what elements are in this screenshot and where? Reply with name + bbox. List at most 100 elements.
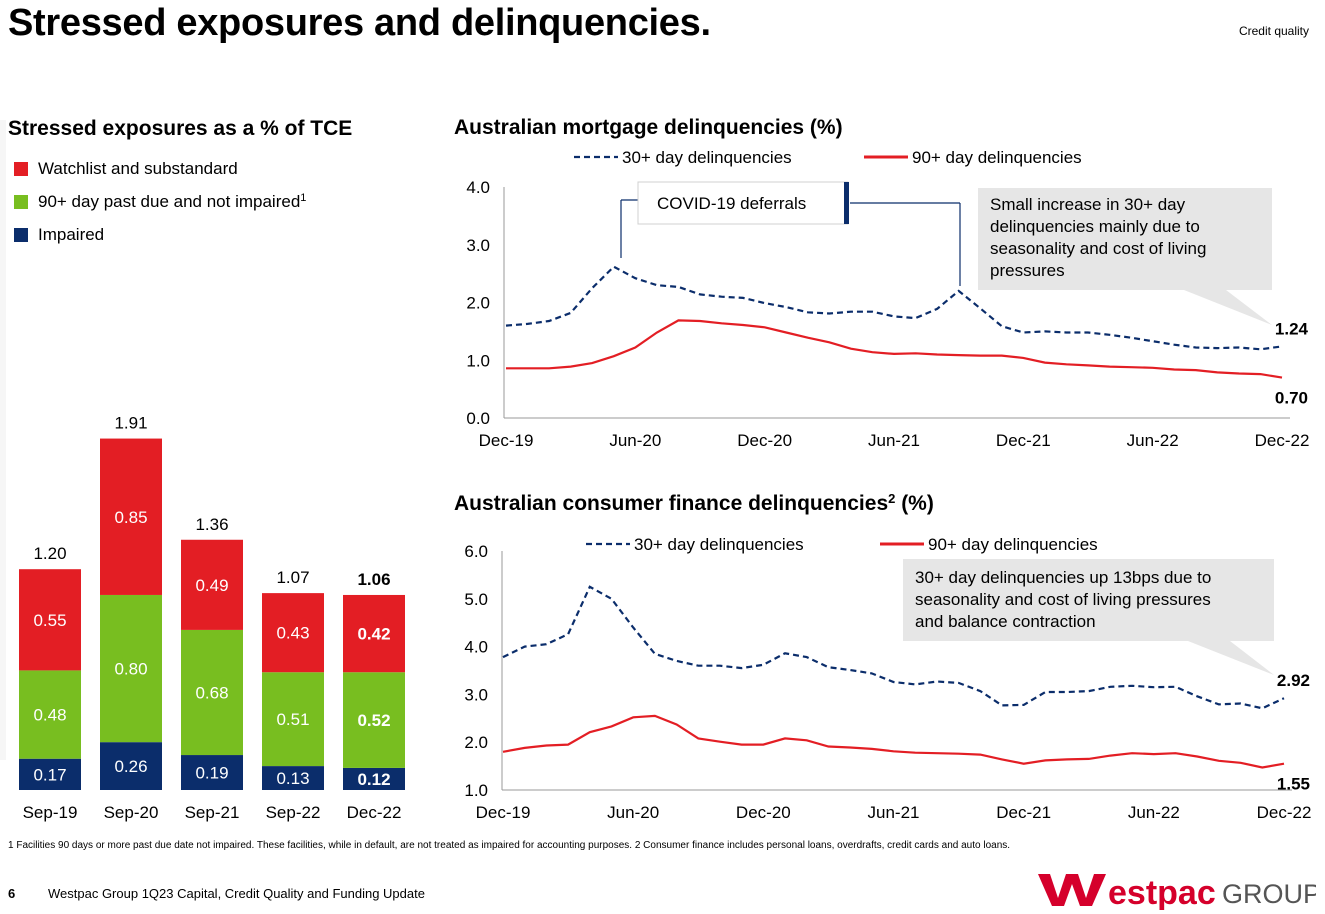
mortgage-delinquencies-chart: Australian mortgage delinquencies (%) 30… — [454, 116, 1310, 450]
x-tick-label: Dec-21 — [996, 803, 1051, 822]
end-value-label: 2.92 — [1277, 671, 1310, 690]
callout-text: seasonality and cost of living pressures — [915, 590, 1211, 609]
callout-box — [978, 188, 1272, 325]
bar-segment — [343, 594, 405, 673]
legend-swatch — [14, 228, 28, 242]
page-title: Stressed exposures and delinquencies. — [8, 2, 711, 44]
callout-text: seasonality and cost of living — [990, 239, 1206, 258]
bar-value-label: 0.51 — [276, 710, 309, 729]
bar-value-label: 0.42 — [357, 625, 390, 644]
section-label: Credit quality — [1238, 24, 1309, 38]
x-tick-label: Jun-22 — [1127, 431, 1179, 450]
y-tick-label: 2.0 — [464, 733, 488, 752]
series-line — [505, 265, 1283, 351]
bar-segment — [343, 767, 405, 790]
series-line — [502, 585, 1285, 710]
bar-value-label: 0.17 — [33, 765, 66, 784]
x-tick-label: Sep-19 — [23, 803, 78, 822]
end-value-label: 1.24 — [1275, 319, 1309, 338]
y-tick-label: 3.0 — [466, 236, 490, 255]
annotation-box — [637, 181, 849, 225]
x-tick-label: Sep-20 — [104, 803, 159, 822]
bar-value-label: 0.52 — [357, 711, 390, 730]
bar-value-label: 0.49 — [195, 576, 228, 595]
bar-value-label: 0.12 — [357, 770, 390, 789]
bar-total-label: 1.20 — [33, 544, 66, 563]
end-value-label: 0.70 — [1275, 389, 1308, 408]
bar-total-label: 1.07 — [276, 568, 309, 587]
bar-segment — [343, 672, 405, 768]
legend-swatch — [14, 195, 28, 209]
series-line — [506, 319, 1283, 379]
logo-group: GROUP — [1222, 879, 1316, 909]
logo-w-mark — [1038, 874, 1106, 906]
bar-segment — [262, 593, 324, 673]
y-tick-label: 0.0 — [466, 409, 490, 428]
bar-segment — [262, 672, 324, 767]
legend-label: 90+ day delinquencies — [912, 148, 1082, 167]
logo-word: estpac — [1108, 874, 1216, 910]
x-tick-label: Dec-21 — [996, 431, 1051, 450]
bar-segment — [181, 539, 243, 630]
bar-value-label: 0.13 — [276, 769, 309, 788]
x-tick-label: Dec-19 — [479, 431, 534, 450]
y-tick-label: 4.0 — [464, 638, 488, 657]
x-tick-label: Jun-21 — [868, 803, 920, 822]
bar-segment — [100, 594, 162, 743]
bar-segment — [100, 742, 162, 790]
x-tick-label: Dec-19 — [476, 803, 531, 822]
legend-label: 90+ day past due and not impaired1 — [38, 192, 306, 211]
consumer-finance-delinquencies-chart: Australian consumer finance delinquencie… — [454, 491, 1312, 822]
footer-text: Westpac Group 1Q23 Capital, Credit Quali… — [48, 886, 425, 901]
bar-segment — [181, 629, 243, 756]
page-number: 6 — [8, 886, 16, 901]
y-tick-label: 1.0 — [466, 351, 490, 370]
bar-value-label: 0.68 — [195, 683, 228, 702]
annotation-marker — [844, 182, 849, 224]
legend-label: 90+ day delinquencies — [928, 535, 1098, 554]
bar-segment — [181, 755, 243, 790]
x-tick-label: Dec-22 — [1255, 431, 1310, 450]
legend-label: Watchlist and substandard — [38, 159, 238, 178]
watermark — [0, 120, 6, 760]
legend-swatch — [14, 162, 28, 176]
footnote: 1 Facilities 90 days or more past due da… — [8, 840, 1011, 851]
bar-value-label: 0.19 — [195, 764, 228, 783]
callout-text: 30+ day delinquencies up 13bps due to — [915, 568, 1211, 587]
bar-value-label: 0.80 — [114, 660, 147, 679]
x-tick-label: Dec-20 — [737, 431, 792, 450]
series-line — [502, 714, 1285, 769]
westpac-logo: estpac GROUP — [1038, 874, 1316, 910]
x-tick-label: Dec-22 — [1257, 803, 1312, 822]
end-value-label: 1.55 — [1277, 775, 1310, 794]
bar-segment — [19, 670, 81, 759]
bar-segment — [19, 758, 81, 790]
y-tick-label: 5.0 — [464, 590, 488, 609]
stressed-exposures-chart: Stressed exposures as a % of TCE Watchli… — [8, 117, 405, 822]
x-tick-label: Dec-22 — [347, 803, 402, 822]
y-tick-label: 1.0 — [464, 781, 488, 800]
bar-value-label: 0.26 — [114, 757, 147, 776]
mortgage-chart-title: Australian mortgage delinquencies (%) — [454, 116, 843, 139]
callout-text: and balance contraction — [915, 612, 1096, 631]
bar-value-label: 0.85 — [114, 508, 147, 527]
bar-chart-title: Stressed exposures as a % of TCE — [8, 117, 352, 140]
callout-text: pressures — [990, 261, 1065, 280]
callout-text: Small increase in 30+ day — [990, 195, 1186, 214]
bar-total-label: 1.91 — [114, 414, 147, 433]
bar-total-label: 1.36 — [195, 515, 228, 534]
callout-text: delinquencies mainly due to — [990, 217, 1200, 236]
y-tick-label: 6.0 — [464, 542, 488, 561]
bar-segment — [19, 569, 81, 671]
legend-label: 30+ day delinquencies — [634, 535, 804, 554]
bar-value-label: 0.43 — [276, 624, 309, 643]
x-tick-label: Jun-20 — [609, 431, 661, 450]
y-tick-label: 2.0 — [466, 294, 490, 313]
consumer-chart-title: Australian consumer finance delinquencie… — [454, 491, 934, 515]
bar-total-label: 1.06 — [357, 570, 390, 589]
x-tick-label: Sep-21 — [185, 803, 240, 822]
footer: 6 Westpac Group 1Q23 Capital, Credit Qual… — [8, 886, 425, 901]
bar-segment — [262, 766, 324, 790]
bar-segment — [100, 438, 162, 595]
y-tick-label: 3.0 — [464, 685, 488, 704]
